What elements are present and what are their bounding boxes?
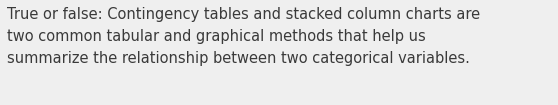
Text: True or false: Contingency tables and stacked column charts are
two common tabul: True or false: Contingency tables and st… [7, 7, 480, 66]
